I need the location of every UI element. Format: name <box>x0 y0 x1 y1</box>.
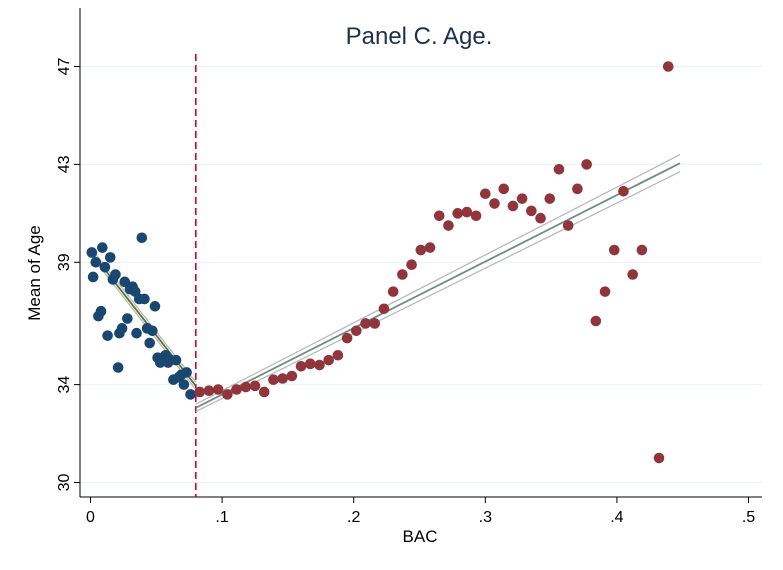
data-point-above <box>406 259 417 271</box>
x-tick-label: .2 <box>347 509 360 526</box>
data-point-above <box>397 269 408 280</box>
data-point-above <box>295 360 307 372</box>
data-point-above <box>470 210 482 222</box>
data-point-below <box>119 276 131 288</box>
data-point-above <box>378 303 390 315</box>
x-tick-label: .4 <box>610 509 623 526</box>
fit-line <box>195 162 681 409</box>
data-point-above <box>268 374 279 386</box>
data-point-above <box>314 359 325 371</box>
data-point-above <box>498 183 510 195</box>
data-point-below <box>139 293 150 305</box>
x-tick-label: .3 <box>479 509 492 526</box>
data-point-below <box>104 252 116 263</box>
data-point-below <box>86 247 98 258</box>
data-point-above <box>249 380 261 392</box>
data-point-above <box>415 244 427 256</box>
data-point-above <box>572 183 583 195</box>
data-point-above <box>222 389 233 400</box>
data-point-below <box>144 337 156 349</box>
y-axis-title: Mean of Age <box>25 225 44 320</box>
data-point-below <box>97 242 108 253</box>
x-tick-label: .1 <box>215 509 228 526</box>
data-point-above <box>360 318 371 329</box>
data-point-above <box>608 244 620 256</box>
data-point-above <box>562 220 574 231</box>
data-point-below <box>102 330 113 341</box>
data-point-above <box>489 198 500 209</box>
data-point-above <box>341 332 353 344</box>
y-tick-label: 30 <box>56 474 73 492</box>
data-point-above <box>351 325 362 337</box>
data-point-above <box>653 452 665 464</box>
x-tick-label: .5 <box>742 509 755 526</box>
data-point-above <box>535 212 546 224</box>
data-point-above <box>304 358 316 370</box>
data-point-below <box>87 271 99 283</box>
y-tick-label: 39 <box>56 253 73 271</box>
data-points <box>86 61 674 464</box>
data-point-above <box>212 384 224 395</box>
data-point-above <box>581 159 592 170</box>
data-point-above <box>452 208 463 219</box>
data-point-below <box>178 379 190 390</box>
data-point-below <box>95 305 107 317</box>
data-point-above <box>443 220 454 231</box>
data-point-above <box>332 349 344 361</box>
y-tick-label: 34 <box>56 376 73 394</box>
data-point-above <box>590 315 602 327</box>
data-point-above <box>323 354 334 366</box>
data-point-above <box>516 193 528 204</box>
data-point-above <box>553 163 565 175</box>
axes: 30 34 39 43 47 0 .1 .2 .3 .4 .5 <box>56 8 762 526</box>
data-point-above <box>618 186 629 197</box>
data-point-below <box>122 313 133 324</box>
data-point-above <box>387 286 399 297</box>
data-point-below <box>116 323 128 334</box>
data-point-below <box>99 261 111 273</box>
data-point-below <box>147 325 158 337</box>
data-point-above <box>194 386 206 398</box>
gridlines <box>80 66 762 483</box>
data-point-above <box>480 188 491 200</box>
data-point-above <box>203 385 215 397</box>
ci-upper-line <box>195 154 681 405</box>
data-point-above <box>627 269 638 280</box>
data-point-above <box>258 386 270 398</box>
data-point-above <box>240 381 252 393</box>
data-point-above <box>433 210 445 222</box>
data-point-below <box>112 362 124 373</box>
data-point-above <box>662 61 674 72</box>
data-point-above <box>544 193 556 204</box>
data-point-above <box>461 206 473 218</box>
data-point-below <box>181 367 192 378</box>
data-point-below <box>90 256 102 268</box>
data-point-above <box>507 200 519 212</box>
data-point-above <box>286 370 298 382</box>
x-axis-title: BAC <box>403 527 438 546</box>
data-point-above <box>424 242 436 253</box>
data-point-below <box>185 389 196 400</box>
ci-lower-line <box>195 171 681 413</box>
data-point-above <box>277 373 288 384</box>
data-point-above <box>369 318 381 329</box>
y-tick-label: 47 <box>56 58 73 76</box>
x-tick-label: 0 <box>86 509 95 526</box>
data-point-below <box>110 269 121 280</box>
y-tick-label: 43 <box>56 155 73 173</box>
chart-title: Panel C. Age. <box>346 23 493 50</box>
data-point-above <box>636 244 648 256</box>
data-point-above <box>599 286 611 297</box>
data-point-below <box>149 301 161 312</box>
data-point-below <box>170 354 182 366</box>
data-point-above <box>231 384 242 395</box>
data-point-above <box>526 205 537 217</box>
data-point-below <box>131 327 142 339</box>
data-point-below <box>136 232 148 244</box>
